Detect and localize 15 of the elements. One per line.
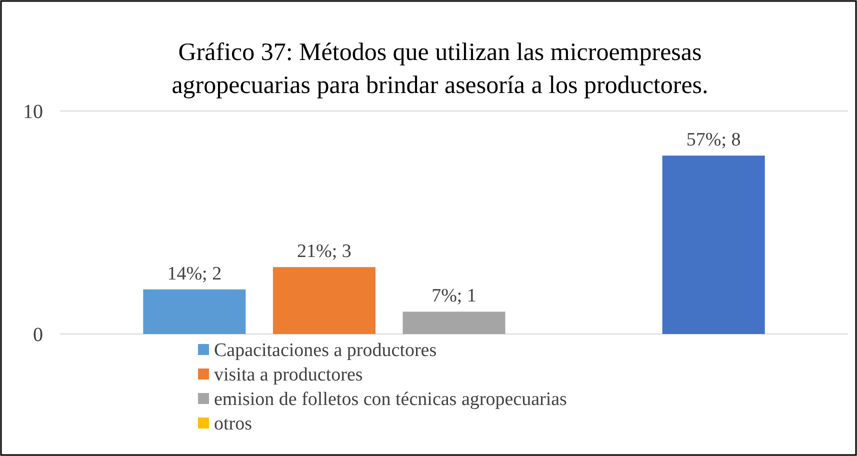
data-label: 57%; 8 [686,130,741,151]
data-label: 21%; 3 [297,241,352,262]
bar [143,289,246,334]
bar [662,156,765,334]
legend-label: otros [214,414,252,434]
legend-label: emision de folletos con técnicas agropecuarias [214,389,567,410]
y-tick-label: 10 [23,101,43,123]
bar [272,267,376,334]
data-label: 14%; 2 [167,263,222,284]
legend-label: Capacitaciones a productores [214,340,437,361]
legend-label: visita a productores [214,364,363,386]
chart-title: Gráfico 37: Métodos que utilizan las microempresas agropecuarias para brindar asesoría a los productores. [172,39,708,99]
data-label: 7%; 1 [432,286,476,307]
y-tick-label: 0 [33,324,43,346]
bar [402,312,506,334]
